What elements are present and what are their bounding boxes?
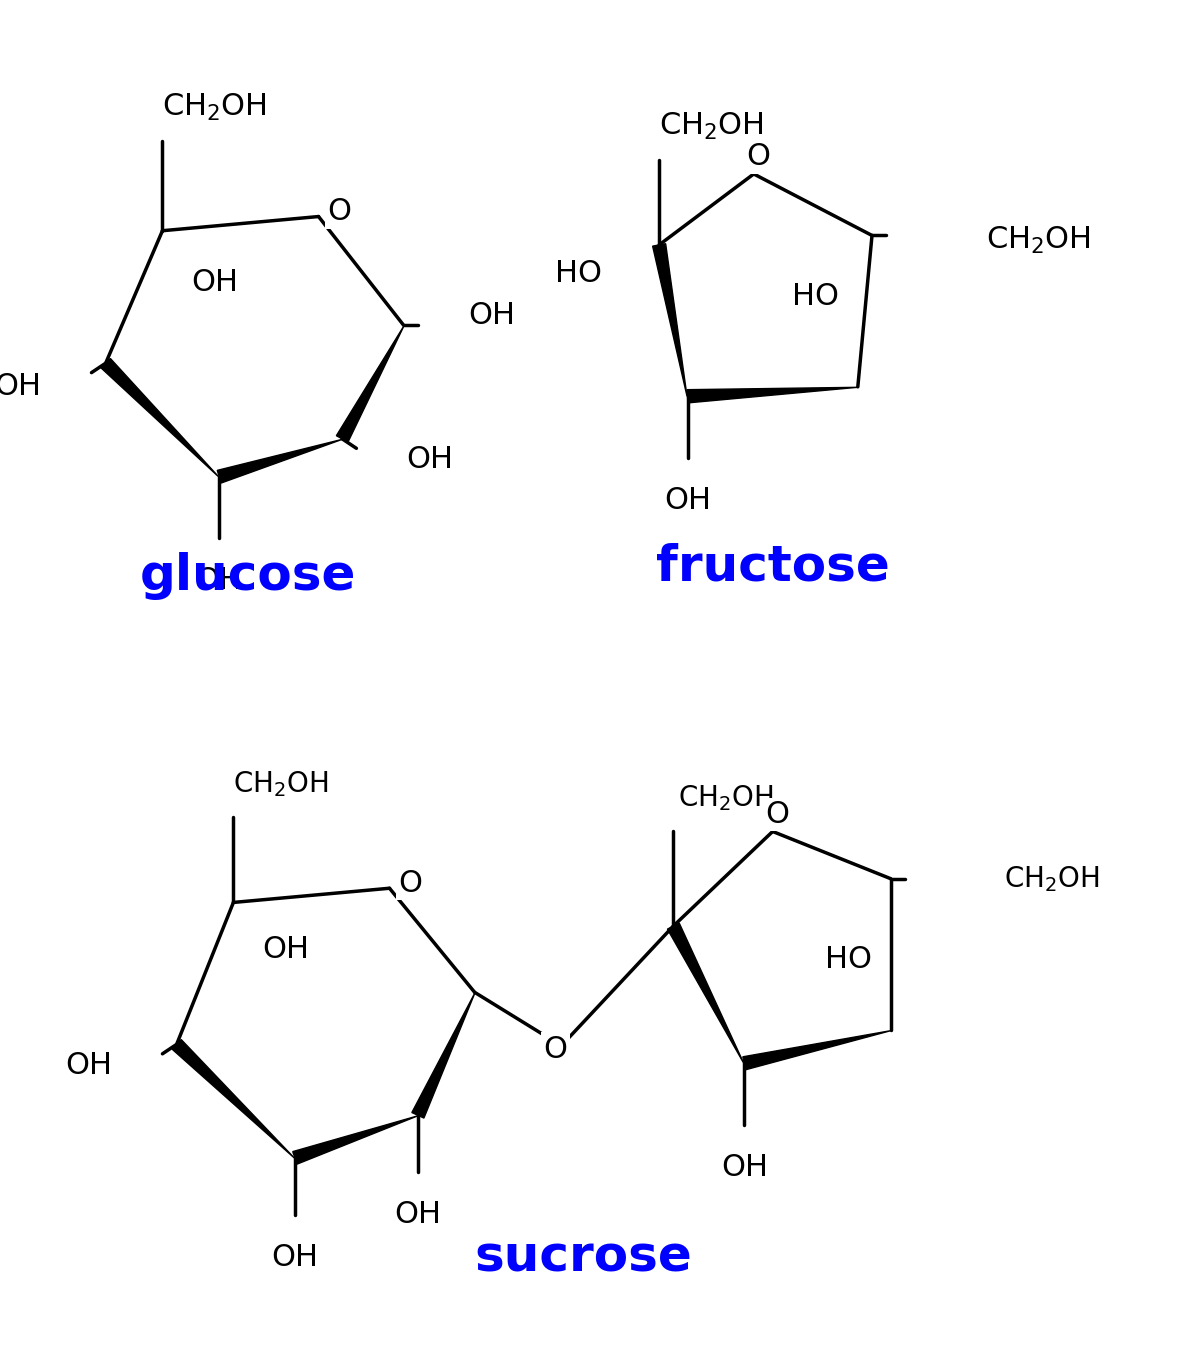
- Text: $\mathregular{CH_2OH}$: $\mathregular{CH_2OH}$: [678, 783, 773, 813]
- Polygon shape: [218, 439, 342, 483]
- Text: O: O: [765, 799, 789, 829]
- Text: O: O: [328, 198, 352, 226]
- Polygon shape: [688, 387, 858, 402]
- Text: OH: OH: [191, 269, 238, 297]
- Polygon shape: [743, 1031, 891, 1069]
- Text: glucose: glucose: [140, 552, 355, 600]
- Text: $\mathregular{CH_2OH}$: $\mathregular{CH_2OH}$: [659, 110, 764, 142]
- Text: HO: HO: [555, 259, 603, 288]
- Text: $\mathregular{CH_2OH}$: $\mathregular{CH_2OH}$: [1005, 863, 1100, 893]
- Text: OH: OH: [66, 1050, 112, 1080]
- Text: OH: OH: [196, 566, 243, 595]
- Text: O: O: [398, 869, 422, 898]
- Text: HO: HO: [825, 945, 872, 974]
- Text: fructose: fructose: [655, 543, 890, 591]
- Text: HO: HO: [792, 282, 838, 311]
- Polygon shape: [293, 1116, 419, 1163]
- Text: OH: OH: [271, 1243, 318, 1271]
- Text: OH: OH: [468, 301, 515, 330]
- Polygon shape: [653, 244, 687, 397]
- Text: $\mathregular{CH_2OH}$: $\mathregular{CH_2OH}$: [161, 93, 267, 123]
- Text: $\mathregular{CH_2OH}$: $\mathregular{CH_2OH}$: [233, 769, 329, 799]
- Polygon shape: [172, 1039, 294, 1158]
- Polygon shape: [667, 923, 744, 1064]
- Text: $\mathregular{CH_2OH}$: $\mathregular{CH_2OH}$: [986, 225, 1091, 255]
- Text: OH: OH: [395, 1200, 441, 1229]
- Text: O: O: [543, 1034, 567, 1064]
- Text: OH: OH: [0, 372, 42, 401]
- Text: OH: OH: [664, 486, 710, 514]
- Text: OH: OH: [407, 445, 453, 475]
- Text: O: O: [746, 142, 770, 172]
- Text: OH: OH: [721, 1153, 768, 1181]
- Polygon shape: [411, 993, 475, 1118]
- Polygon shape: [336, 326, 404, 442]
- Text: OH: OH: [262, 936, 309, 964]
- Polygon shape: [100, 359, 219, 477]
- Text: sucrose: sucrose: [475, 1233, 692, 1281]
